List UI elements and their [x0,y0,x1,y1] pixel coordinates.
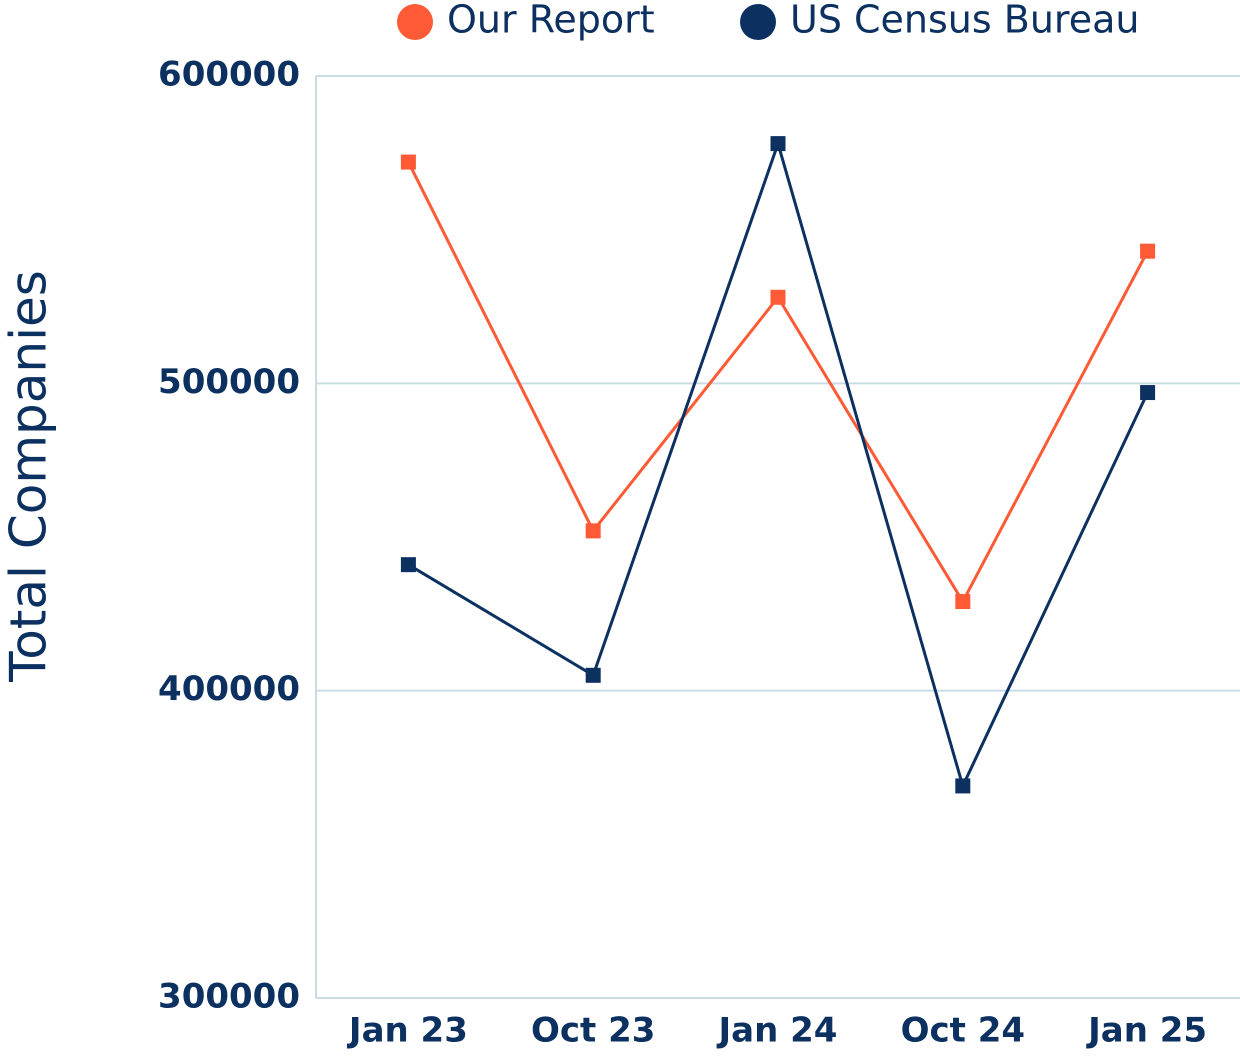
y-tick-label: 600000 [158,55,300,95]
y-tick-label: 300000 [158,977,300,1017]
series-line [407,161,1149,605]
point-marker [400,154,416,170]
point-marker [400,557,416,573]
legend-label: Our Report [447,0,655,42]
y-tick-label: 400000 [158,669,300,709]
point-marker [585,523,601,539]
x-tick-label: Jan 23 [347,1011,468,1051]
legend-label: US Census Bureau [790,0,1139,42]
point-marker [955,778,971,794]
y-tick-label: 500000 [158,362,300,402]
legend-marker [740,4,776,40]
x-tick-label: Jan 24 [717,1011,838,1051]
point-marker [770,289,786,305]
legend-marker [397,4,433,40]
point-marker [955,594,971,610]
point-marker [585,667,601,683]
point-marker [1140,385,1156,401]
point-marker [770,136,786,152]
y-axis-title: Total Companies [0,270,58,683]
x-tick-label: Jan 25 [1086,1011,1207,1051]
series-line [407,138,1149,791]
point-marker [1140,243,1156,259]
x-tick-label: Oct 24 [901,1011,1025,1051]
x-tick-label: Oct 23 [531,1011,655,1051]
